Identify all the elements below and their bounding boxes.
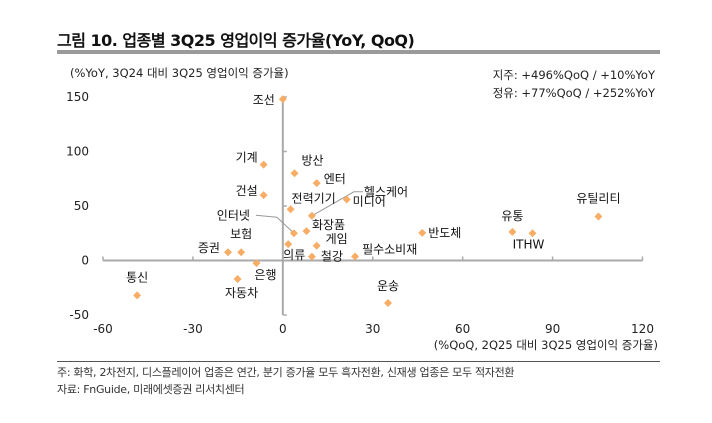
leader-line [255, 214, 295, 234]
data-point [528, 229, 537, 238]
data-point [384, 299, 393, 308]
data-point [259, 160, 268, 169]
title-underline [57, 50, 660, 54]
y-tick-label: 0 [81, 254, 89, 268]
point-label: 건설 [236, 184, 258, 198]
data-point [307, 211, 316, 220]
point-label: 반도체 [428, 226, 461, 240]
data-point [312, 241, 321, 250]
point-label: 운송 [377, 279, 399, 293]
data-point [342, 195, 351, 204]
data-point [594, 212, 603, 221]
point-label: 미디어 [353, 194, 386, 208]
x-tick-label: 0 [279, 322, 287, 336]
data-point [302, 227, 311, 236]
data-point [133, 291, 142, 300]
leader-line [311, 191, 363, 217]
source-note: 자료: FnGuide, 미래에셋증권 리서치센터 [57, 383, 245, 396]
x-tick-label: -30 [183, 322, 203, 336]
data-point [233, 275, 242, 284]
data-point [508, 227, 517, 236]
point-label: 유통 [501, 209, 523, 223]
x-tick-label: -60 [93, 322, 113, 336]
point-label: 게임 [326, 232, 348, 246]
data-point [307, 252, 316, 261]
data-point [259, 191, 268, 200]
x-tick-label: 90 [545, 322, 560, 336]
point-label: 은행 [254, 267, 276, 282]
x-tick-label: 30 [365, 322, 380, 336]
y-tick-label: 100 [66, 145, 89, 159]
footnote: 주: 화학, 2차전지, 디스플레이어 업종은 연간, 분기 증가율 모두 흑자… [57, 366, 515, 379]
data-point [286, 205, 295, 214]
point-label: 철강 [321, 250, 343, 264]
footer-divider [57, 361, 660, 362]
y-axis-label: (%YoY, 3Q24 대비 3Q25 영업이익 증가율) [70, 66, 289, 80]
point-label: 통신 [126, 270, 148, 284]
x-axis-label: (%QoQ, 2Q25 대비 3Q25 영업이익 증가율) [434, 338, 658, 352]
point-label: 전력기기 [292, 191, 336, 205]
y-tick-label: 150 [66, 90, 89, 104]
data-point [237, 248, 246, 257]
point-label: 보험 [230, 227, 252, 241]
point-label: 증권 [198, 241, 220, 255]
point-label: 의류 [283, 248, 305, 262]
point-label: 헬스케어 [364, 185, 408, 199]
data-point [290, 169, 299, 178]
y-tick-label: -50 [69, 308, 89, 322]
x-tick-label: 120 [631, 322, 654, 336]
y-tick-label: 50 [74, 199, 89, 213]
data-point [223, 248, 232, 257]
point-label: 기계 [236, 151, 258, 165]
point-label: ITHW [513, 237, 545, 251]
point-label: 조선 [253, 93, 275, 107]
data-point [312, 179, 321, 188]
point-label: 인터넷 [217, 208, 250, 222]
data-point [418, 228, 427, 237]
figure-title: 그림 10. 업종별 3Q25 영업이익 증가율(YoY, QoQ) [57, 31, 415, 50]
data-point [351, 252, 360, 261]
x-tick-label: 60 [455, 322, 470, 336]
annotation: 정유: +77%QoQ / +252%YoY [493, 86, 656, 100]
point-label: 유틸리티 [576, 191, 620, 205]
point-label: 엔터 [324, 172, 346, 186]
data-point [284, 240, 293, 249]
point-label: 화장품 [312, 218, 345, 232]
point-label: 필수소비재 [362, 242, 417, 256]
data-point [278, 95, 287, 104]
data-point [289, 229, 298, 238]
annotation: 지주: +496%QoQ / +10%YoY [493, 68, 656, 82]
point-label: 방산 [301, 153, 323, 167]
data-point [252, 259, 261, 268]
point-label: 자동차 [225, 286, 258, 300]
